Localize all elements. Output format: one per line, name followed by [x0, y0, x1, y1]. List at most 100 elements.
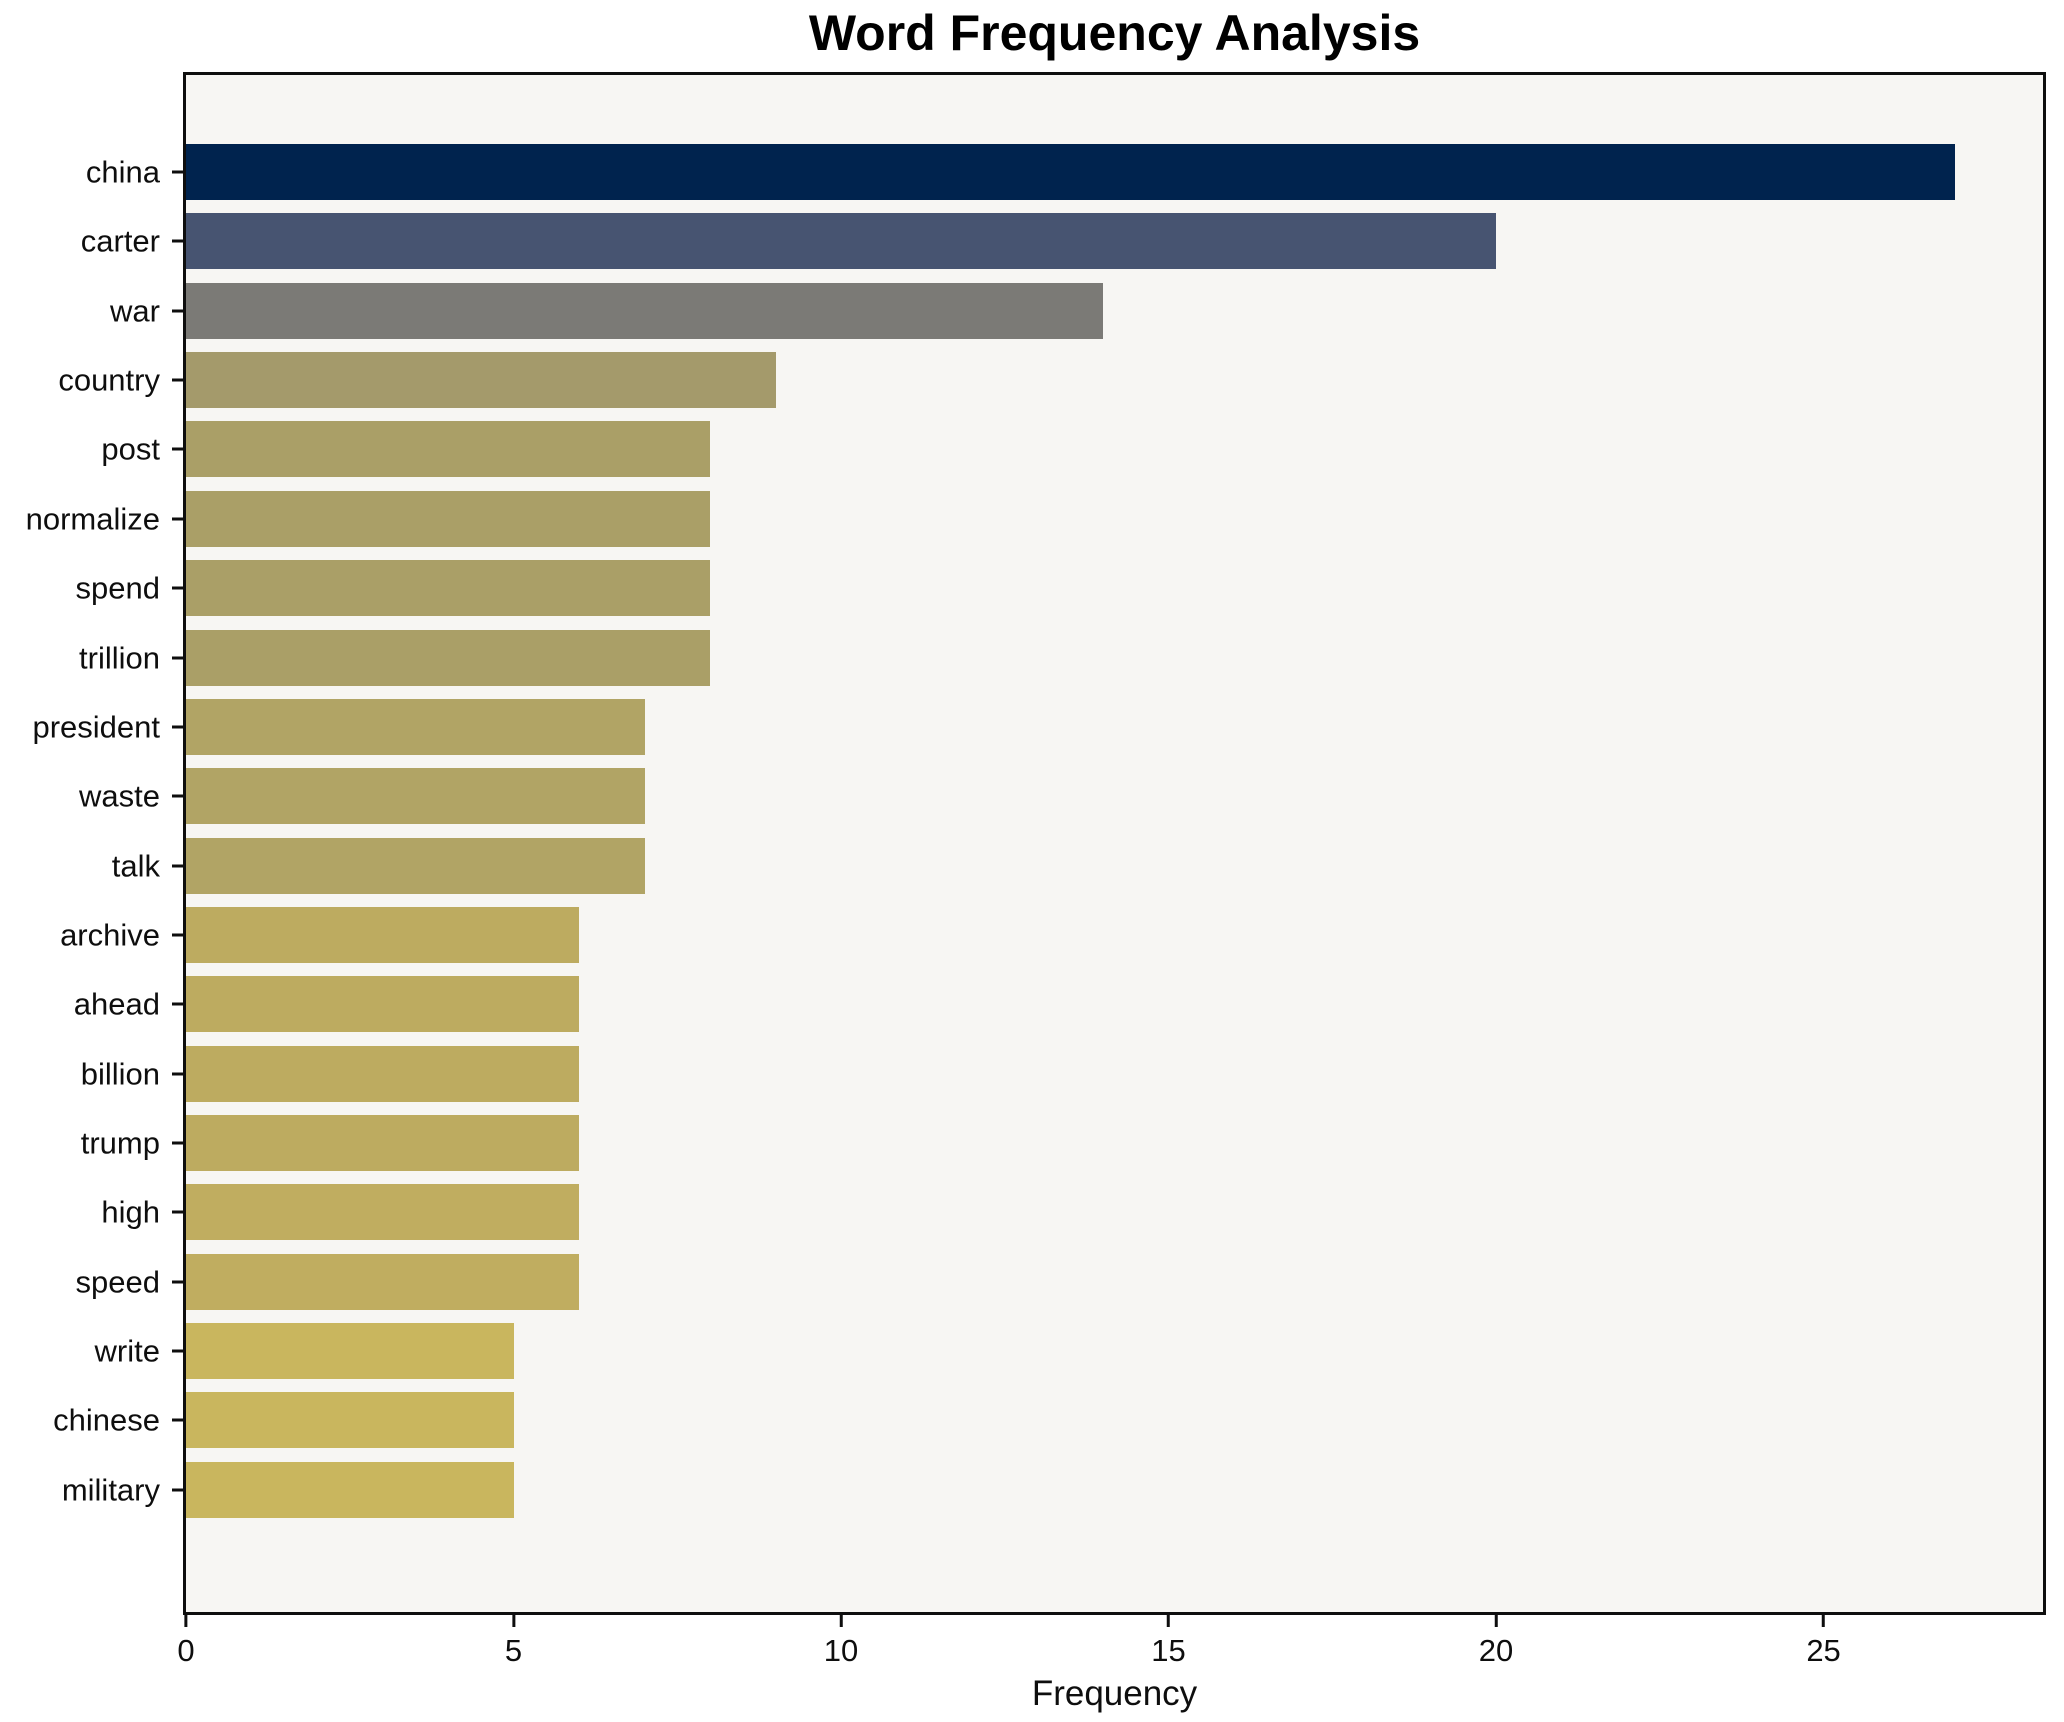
x-axis: 0 5 10 15 20 25	[177, 1615, 2043, 1685]
bar-row: normalize	[26, 490, 2043, 547]
bar-row: china	[86, 144, 2043, 200]
x-tick: 10	[824, 1615, 858, 1666]
plot-area: china carter war country post normalize spend t…	[26, 72, 2046, 1615]
y-tick-label: chinese	[53, 1402, 160, 1438]
bar-row: military	[62, 1461, 2043, 1518]
bar-row: chinese	[53, 1392, 2043, 1449]
x-axis-label: Frequency	[1031, 1674, 1198, 1713]
y-tick-label: speed	[75, 1264, 160, 1300]
y-tick-mark	[172, 170, 183, 174]
x-tick: 0	[177, 1615, 195, 1668]
y-tick-mark	[172, 656, 183, 660]
chart-title: Word Frequency Analysis	[808, 5, 1421, 61]
bar-normalize	[186, 490, 711, 547]
x-tick-mark	[1822, 1615, 1826, 1627]
bar-ahead	[186, 976, 580, 1033]
bar-row: speed	[76, 1253, 2043, 1310]
bar-country	[186, 352, 776, 409]
x-tick-mark	[1494, 1615, 1498, 1627]
bar-war	[186, 282, 1104, 339]
bar-row: war	[110, 282, 2043, 339]
y-tick-label: write	[94, 1333, 160, 1369]
bar-china	[186, 144, 1955, 200]
x-tick-label: 15	[1151, 1633, 1186, 1668]
y-tick-label: trillion	[79, 640, 160, 676]
y-tick-mark	[172, 1488, 183, 1492]
bar-row: country	[58, 352, 2043, 409]
y-tick-mark	[172, 309, 183, 313]
x-tick-label: 5	[504, 1633, 523, 1668]
y-tick-label: talk	[111, 848, 160, 884]
y-tick-mark	[172, 1280, 183, 1284]
bar-write	[186, 1323, 514, 1380]
y-tick-mark	[172, 447, 183, 451]
y-tick-mark	[172, 1072, 183, 1076]
bar-row: billion	[81, 1045, 2043, 1102]
x-tick: 20	[1479, 1615, 1513, 1666]
y-tick-label: spend	[75, 570, 160, 606]
bar-billion	[186, 1045, 580, 1102]
x-tick-label: 10	[823, 1633, 859, 1668]
bar-row: write	[95, 1323, 2043, 1380]
y-tick-mark	[172, 1210, 183, 1214]
bar-spend	[186, 560, 711, 617]
bar-row: president	[32, 698, 2043, 755]
y-tick-label: president	[32, 709, 160, 745]
x-tick-mark	[512, 1615, 515, 1627]
y-tick-mark	[172, 586, 183, 590]
x-tick-mark	[839, 1615, 843, 1627]
bar-military	[186, 1461, 514, 1518]
y-tick-label: war	[110, 293, 160, 329]
x-tick-label: 20	[1478, 1633, 1514, 1668]
y-tick-mark	[172, 794, 183, 798]
y-tick-mark	[172, 239, 183, 243]
bar-talk	[186, 837, 645, 894]
y-tick-mark	[172, 1418, 183, 1422]
bar-carter	[186, 213, 1497, 270]
bar-president	[186, 698, 645, 755]
y-tick-label: post	[101, 431, 160, 467]
bar-speed	[186, 1253, 580, 1310]
bar-row: talk	[112, 837, 2043, 894]
bar-post	[186, 421, 711, 478]
bar-row: spend	[76, 560, 2043, 617]
bar-row: trillion	[79, 629, 2043, 686]
y-tick-label: high	[101, 1194, 160, 1230]
bar-row: high	[101, 1184, 2043, 1241]
bar-rows: china carter war country post normalize spend t…	[26, 75, 2043, 1612]
bar-row: carter	[81, 213, 2043, 270]
y-tick-mark	[172, 378, 183, 382]
y-tick-label: billion	[80, 1056, 160, 1092]
bar-chinese	[186, 1392, 514, 1449]
y-tick-label: archive	[60, 917, 160, 953]
bar-row: post	[101, 421, 2043, 478]
y-tick-mark	[172, 1141, 183, 1145]
y-tick-label: normalize	[25, 501, 160, 537]
bar-row: ahead	[74, 976, 2043, 1033]
bar-trump	[186, 1115, 580, 1172]
x-tick-label: 0	[177, 1633, 195, 1668]
x-tick: 5	[505, 1615, 522, 1666]
bar-high	[186, 1184, 580, 1241]
x-tick-mark	[184, 1615, 188, 1627]
y-tick-mark	[172, 1002, 183, 1006]
y-tick-label: carter	[80, 223, 160, 259]
bar-trillion	[186, 629, 711, 686]
y-tick-mark	[172, 725, 183, 729]
y-tick-label: country	[58, 362, 160, 398]
y-tick-label: trump	[80, 1125, 160, 1161]
y-tick-mark	[172, 864, 183, 868]
bar-row: waste	[79, 768, 2043, 825]
bar-row: trump	[81, 1115, 2043, 1172]
x-tick-mark	[1167, 1615, 1171, 1627]
x-tick-label: 25	[1806, 1633, 1841, 1668]
y-tick-label: china	[85, 154, 160, 190]
y-tick-mark	[172, 517, 183, 521]
x-tick: 25	[1806, 1615, 1841, 1668]
y-tick-mark	[172, 1349, 183, 1353]
y-tick-label: military	[61, 1472, 160, 1508]
y-tick-label: ahead	[73, 986, 160, 1022]
bar-row: archive	[60, 906, 2043, 963]
y-tick-label: waste	[79, 778, 160, 814]
